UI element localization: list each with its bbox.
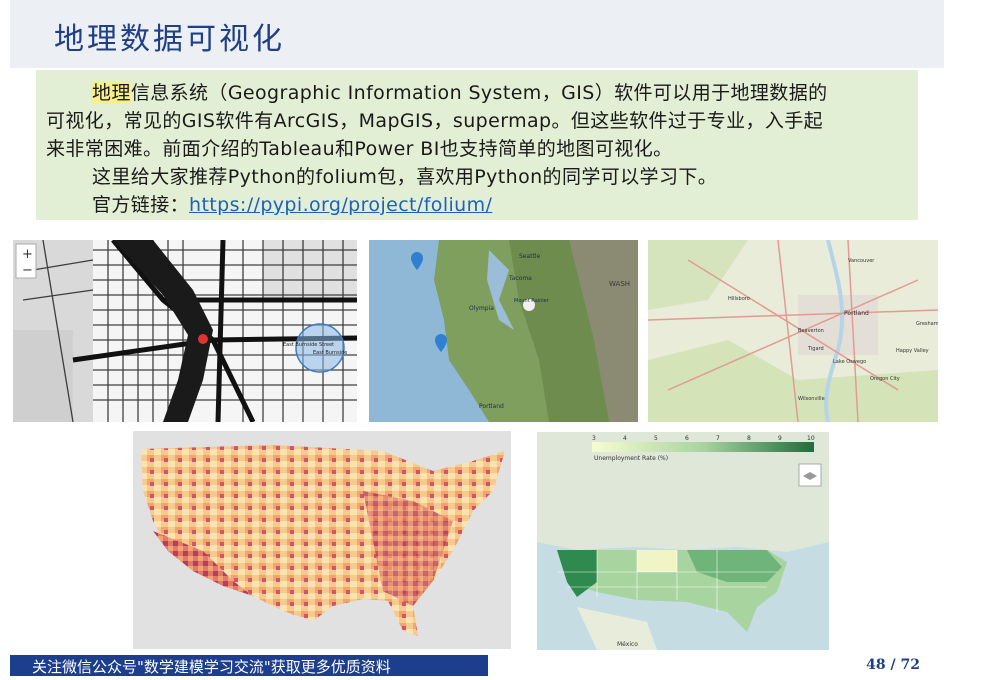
zoom-in-label: + — [22, 247, 33, 262]
choropleth-map-image: 3 4 5 6 7 8 9 10 Unemployment Rate (%) M… — [537, 432, 829, 650]
street-map-image: + − East Burnside Street East Burnside — [13, 240, 357, 422]
legend-tick: 7 — [716, 435, 720, 442]
terrain-map-image: Seattle Tacoma Olympia Mount Rainier WAS… — [369, 240, 638, 422]
us-county-map-image — [133, 431, 511, 649]
svg-text:Wilsonville: Wilsonville — [798, 396, 825, 402]
highlighted-text: 地理 — [92, 82, 131, 104]
svg-text:Tigard: Tigard — [807, 346, 824, 352]
osm-map-graphic: Vancouver Hillsboro Beaverton Portland G… — [648, 240, 938, 422]
svg-text:Tacoma: Tacoma — [508, 275, 532, 282]
folium-link[interactable]: https://pypi.org/project/folium/ — [189, 194, 493, 216]
layers-icon — [803, 472, 817, 480]
legend-tick: 4 — [623, 435, 627, 442]
text-line-5: 官方链接：https://pypi.org/project/folium/ — [92, 194, 493, 216]
text-line-4: 这里给大家推荐Python的folium包，喜欢用Python的同学可以学习下。 — [92, 166, 718, 188]
svg-text:Olympia: Olympia — [469, 305, 494, 312]
svg-text:Lake Oswego: Lake Oswego — [833, 359, 866, 365]
legend-title: Unemployment Rate (%) — [594, 455, 668, 462]
title-bar: 地理数据可视化 — [10, 0, 944, 68]
svg-text:Gresham: Gresham — [916, 321, 938, 327]
svg-text:WASH: WASH — [609, 280, 630, 288]
legend-tick: 3 — [592, 435, 596, 442]
svg-text:Hillsboro: Hillsboro — [728, 296, 750, 302]
svg-text:Beaverton: Beaverton — [798, 328, 824, 334]
text-line-2: 可视化，常见的GIS软件有ArcGIS，MapGIS，supermap。但这些软… — [46, 110, 824, 132]
svg-text:East Burnside: East Burnside — [313, 350, 347, 356]
us-county-map-graphic — [133, 431, 511, 649]
svg-text:Oregon City: Oregon City — [870, 376, 900, 382]
svg-text:East Burnside Street: East Burnside Street — [283, 342, 334, 348]
svg-text:Mount Rainier: Mount Rainier — [514, 298, 550, 304]
intro-text-box: 地理信息系统（Geographic Information System，GIS… — [36, 70, 918, 220]
street-map-graphic: + − East Burnside Street East Burnside — [13, 240, 357, 422]
footer-page-area: 48 / 72 — [488, 655, 944, 676]
legend-tick: 5 — [654, 435, 658, 442]
svg-text:México: México — [617, 641, 638, 648]
footer-text: 关注微信公众号"数学建模学习交流"获取更多优质资料 — [32, 658, 391, 676]
slide-title: 地理数据可视化 — [54, 22, 285, 57]
svg-text:Happy Valley: Happy Valley — [896, 348, 929, 354]
footer-bar: 关注微信公众号"数学建模学习交流"获取更多优质资料 48 / 72 — [10, 655, 944, 676]
svg-text:Portland: Portland — [844, 310, 869, 317]
svg-text:Seattle: Seattle — [519, 253, 541, 260]
text-line-1: 地理信息系统（Geographic Information System，GIS… — [92, 82, 828, 104]
choropleth-map-graphic: 3 4 5 6 7 8 9 10 Unemployment Rate (%) M… — [537, 432, 829, 650]
svg-text:Portland: Portland — [479, 403, 504, 410]
legend-tick: 10 — [807, 435, 815, 442]
legend-tick: 8 — [747, 435, 751, 442]
text-line-3: 来非常困难。前面介绍的Tableau和Power BI也支持简单的地图可视化。 — [46, 138, 673, 160]
osm-map-image: Vancouver Hillsboro Beaverton Portland G… — [648, 240, 938, 422]
page-number: 48 / 72 — [866, 657, 920, 673]
zoom-out-label: − — [22, 263, 33, 278]
svg-text:Vancouver: Vancouver — [848, 258, 875, 264]
terrain-map-graphic: Seattle Tacoma Olympia Mount Rainier WAS… — [369, 240, 638, 422]
legend-tick: 6 — [685, 435, 689, 442]
legend-tick: 9 — [778, 435, 782, 442]
